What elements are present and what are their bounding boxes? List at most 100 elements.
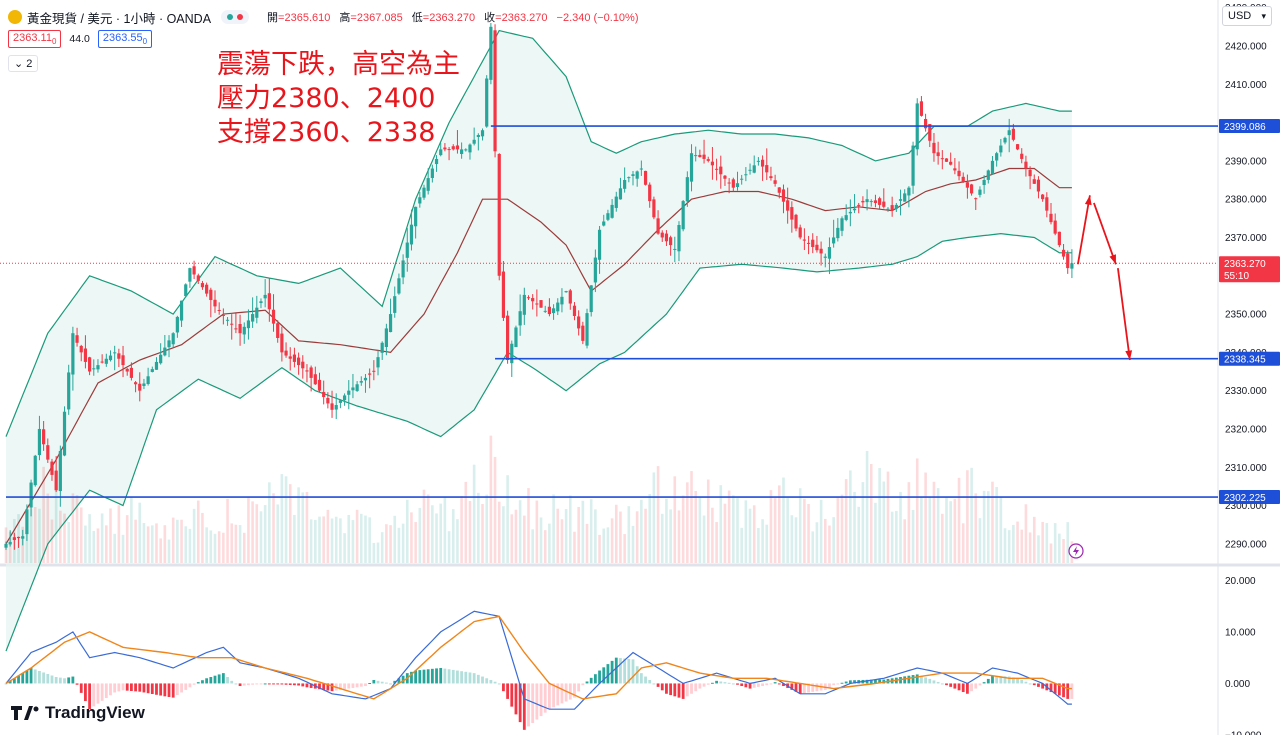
macd-histogram-bar bbox=[117, 683, 121, 692]
candle-body bbox=[1041, 194, 1045, 200]
volume-bar bbox=[263, 505, 267, 563]
volume-bar bbox=[401, 523, 405, 563]
macd-histogram-bar bbox=[606, 664, 610, 684]
volume-bar bbox=[8, 531, 12, 563]
currency-selector[interactable]: USD ▾ bbox=[1222, 6, 1272, 26]
volume-bar bbox=[305, 491, 309, 563]
macd-histogram-bar bbox=[619, 658, 622, 684]
macd-line bbox=[5, 610, 1072, 710]
macd-histogram-bar bbox=[660, 683, 664, 691]
macd-histogram-bar bbox=[242, 683, 246, 686]
candle-body bbox=[372, 370, 376, 372]
volume-bar bbox=[932, 481, 936, 563]
volume-bar bbox=[1012, 524, 1015, 563]
macd-histogram-bar bbox=[364, 683, 367, 687]
macd-histogram-bar bbox=[953, 683, 957, 689]
volume-bar bbox=[757, 528, 760, 563]
tradingview-brand[interactable]: TradingView bbox=[11, 703, 145, 723]
candle-body bbox=[560, 296, 564, 305]
volume-bar bbox=[669, 509, 672, 563]
buy-button[interactable]: 2363.550 bbox=[97, 30, 153, 49]
macd-histogram-bar bbox=[573, 683, 576, 698]
price-tick-label: 2350.000 bbox=[1225, 310, 1267, 321]
low-value: =2363.270 bbox=[422, 12, 476, 24]
volume-bar bbox=[372, 542, 376, 563]
volume-bar bbox=[151, 525, 154, 563]
volume-bar bbox=[334, 516, 338, 563]
candle-body bbox=[418, 197, 422, 204]
candle-body bbox=[719, 166, 723, 175]
candle-body bbox=[46, 445, 50, 460]
volume-bar bbox=[723, 503, 727, 563]
candle-body bbox=[422, 187, 426, 198]
candle-body bbox=[485, 78, 489, 127]
candle-body bbox=[104, 358, 108, 364]
macd-histogram-bar bbox=[694, 683, 698, 692]
candle-body bbox=[531, 298, 535, 302]
macd-histogram-bar bbox=[828, 683, 831, 688]
volume-bar bbox=[105, 525, 108, 563]
close-value: =2363.270 bbox=[495, 12, 548, 24]
candle-body bbox=[677, 225, 681, 252]
volume-bar bbox=[456, 519, 459, 563]
candle-body bbox=[606, 213, 610, 220]
candle-body bbox=[999, 145, 1003, 153]
ohlc-readout: 開=2365.610 高=2367.085 低=2363.270 收=2363.… bbox=[261, 9, 638, 25]
candle-body bbox=[618, 188, 623, 200]
candle-body bbox=[1036, 179, 1041, 192]
macd-tick-label: 0.000 bbox=[1225, 679, 1250, 690]
macd-histogram-bar bbox=[460, 671, 464, 684]
macd-histogram-bar bbox=[29, 667, 33, 684]
macd-histogram-bar bbox=[1049, 683, 1053, 693]
volume-bar bbox=[623, 534, 626, 563]
macd-histogram-bar bbox=[230, 680, 234, 684]
visibility-toggle-icon[interactable] bbox=[221, 10, 250, 24]
macd-histogram-bar bbox=[589, 677, 593, 684]
volume-bar bbox=[71, 493, 75, 563]
candle-body bbox=[476, 135, 480, 138]
macd-histogram-bar bbox=[685, 683, 689, 697]
volume-bar bbox=[564, 509, 568, 563]
volume-bar bbox=[514, 509, 518, 563]
macd-histogram-bar bbox=[1003, 676, 1007, 684]
candle-body bbox=[815, 244, 819, 251]
volume-bar bbox=[1062, 539, 1065, 563]
candle-body bbox=[978, 189, 982, 195]
candle-body bbox=[71, 333, 75, 375]
candle-body bbox=[225, 319, 230, 321]
macd-histogram-bar bbox=[790, 683, 794, 690]
macd-histogram-bar bbox=[535, 683, 539, 720]
volume-bar bbox=[928, 496, 932, 563]
symbol-title[interactable]: 黃金現貨 / 美元 · 1小時 · OANDA bbox=[27, 11, 212, 26]
indicator-collapse-button[interactable]: ⌄ 2 bbox=[8, 55, 39, 72]
candle-body bbox=[685, 177, 689, 202]
volume-bar bbox=[656, 466, 660, 563]
candle-body bbox=[297, 357, 301, 366]
candle-body bbox=[238, 324, 242, 334]
volume-bar bbox=[485, 494, 488, 563]
volume-bar bbox=[502, 506, 505, 563]
candle-body bbox=[1007, 130, 1011, 136]
candle-body bbox=[393, 296, 397, 313]
candle-body bbox=[506, 315, 510, 361]
macd-histogram-bar bbox=[163, 683, 167, 697]
sell-button[interactable]: 2363.110 bbox=[8, 30, 62, 49]
macd-histogram-bar bbox=[677, 683, 681, 698]
macd-histogram-bar bbox=[430, 668, 434, 684]
macd-histogram-bar bbox=[134, 683, 137, 692]
candle-body bbox=[731, 179, 735, 188]
volume-bar bbox=[673, 476, 677, 563]
candle-body bbox=[564, 291, 568, 293]
macd-histogram-bar bbox=[920, 675, 923, 684]
candle-body bbox=[380, 342, 384, 353]
volume-bar bbox=[360, 513, 363, 563]
macd-histogram-bar bbox=[502, 683, 505, 692]
macd-histogram-bar bbox=[8, 680, 12, 684]
sell-price: 2363.11 bbox=[13, 32, 52, 44]
macd-histogram-bar bbox=[978, 683, 982, 686]
macd-histogram-bar bbox=[757, 683, 760, 687]
volume-bar bbox=[589, 499, 593, 563]
macd-histogram-bar bbox=[88, 683, 91, 710]
macd-histogram-bar bbox=[522, 683, 526, 730]
